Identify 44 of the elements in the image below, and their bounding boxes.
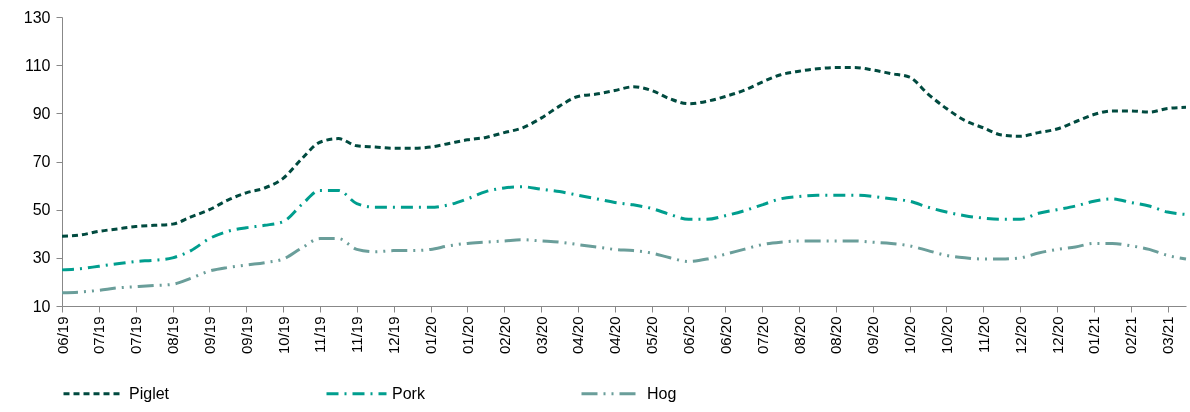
x-tick-label: 09/19 bbox=[237, 316, 255, 355]
x-tick-label: 06/20 bbox=[716, 316, 734, 355]
x-tick-label: 07/19 bbox=[90, 316, 108, 355]
y-tick-label: 50 bbox=[32, 201, 51, 219]
y-tick-label: 90 bbox=[32, 104, 51, 122]
x-tick-label: 01/21 bbox=[1085, 316, 1103, 355]
y-tick-label: 10 bbox=[32, 297, 51, 315]
x-tick-label: 02/21 bbox=[1122, 316, 1140, 355]
x-tick-label: 10/20 bbox=[937, 316, 955, 355]
x-tick-label: 11/19 bbox=[311, 316, 329, 353]
x-tick-label: 05/20 bbox=[643, 316, 661, 355]
x-tick-label: 10/19 bbox=[274, 316, 292, 355]
legend-label: Piglet bbox=[129, 384, 170, 402]
x-tick-label: 06/20 bbox=[679, 316, 697, 355]
x-tick-label: 06/19 bbox=[53, 316, 71, 355]
x-tick-label: 09/19 bbox=[200, 316, 218, 355]
x-tick-label: 12/20 bbox=[1048, 316, 1066, 355]
x-tick-label: 09/20 bbox=[864, 316, 882, 355]
x-tick-label: 07/20 bbox=[753, 316, 771, 355]
x-tick-label: 12/20 bbox=[1011, 316, 1029, 355]
x-tick-label: 12/19 bbox=[385, 316, 403, 355]
x-tick-label: 01/20 bbox=[422, 316, 440, 355]
x-tick-label: 10/20 bbox=[901, 316, 919, 355]
y-tick-label: 30 bbox=[32, 249, 51, 267]
x-tick-label: 08/19 bbox=[164, 316, 182, 355]
x-tick-label: 03/20 bbox=[532, 316, 550, 355]
x-tick-label: 02/20 bbox=[495, 316, 513, 355]
line-series bbox=[60, 185, 1188, 272]
line-series bbox=[60, 237, 1188, 295]
y-tick-label: 130 bbox=[23, 8, 51, 26]
x-tick-label: 04/20 bbox=[569, 316, 587, 355]
y-tick-label: 70 bbox=[32, 153, 51, 170]
line-series bbox=[60, 66, 1188, 238]
x-tick-label: 08/20 bbox=[790, 316, 808, 355]
legend-label: Hog bbox=[647, 384, 677, 402]
x-tick-label: 08/20 bbox=[827, 316, 845, 355]
x-tick-label: 07/19 bbox=[127, 316, 145, 355]
legend-label: Pork bbox=[392, 384, 426, 402]
x-tick-label: 04/20 bbox=[606, 316, 624, 355]
y-tick-label: 110 bbox=[24, 56, 51, 74]
x-tick-label: 11/19 bbox=[348, 316, 366, 353]
x-tick-label: 01/20 bbox=[458, 316, 476, 355]
x-tick-label: 11/20 bbox=[974, 316, 992, 353]
x-tick-label: 03/21 bbox=[1159, 316, 1177, 355]
